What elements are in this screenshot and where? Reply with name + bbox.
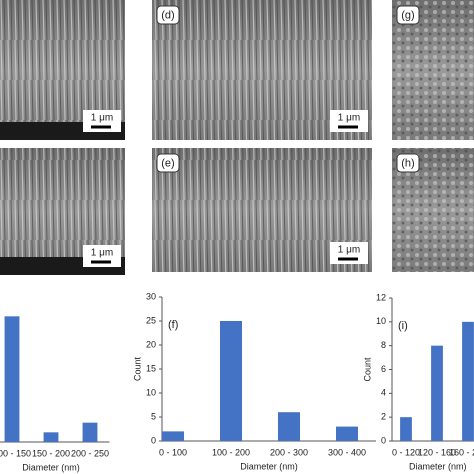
y-tick-label: 5: [151, 411, 156, 421]
bar: [431, 345, 443, 441]
y-tick-label: 6: [381, 364, 386, 374]
bar: [82, 422, 98, 442]
y-tick-label: 30: [146, 291, 156, 301]
bar: [219, 321, 243, 441]
x-tick-label: 200 - 300: [270, 447, 308, 457]
panel-label-box: [396, 5, 420, 25]
x-axis-title: Diameter (nm): [240, 461, 298, 471]
x-tick-label: 150 - 200: [32, 448, 70, 458]
x-tick-label: 120 - 160: [418, 447, 456, 457]
y-tick-label: 15: [146, 363, 156, 373]
panel-label: (i): [398, 320, 408, 332]
panel-label: (h): [401, 157, 414, 169]
y-axis-title: Count: [362, 357, 372, 382]
y-tick-label: 0: [151, 435, 156, 445]
panel-label: (d): [161, 9, 174, 21]
panel-label-box: [156, 5, 180, 25]
scale-label: 1 μm: [338, 113, 360, 124]
x-tick-label: 0 - 100: [159, 447, 187, 457]
x-tick-label: 100 - 200: [212, 447, 250, 457]
y-tick-label: 8: [381, 340, 386, 350]
panel-label-box: [396, 153, 420, 173]
y-axis-title: Count: [132, 357, 142, 382]
bar: [462, 321, 474, 441]
x-axis-title: Diameter (nm): [22, 462, 80, 472]
y-tick-label: 10: [146, 387, 156, 397]
panel-label: (g): [401, 9, 414, 21]
bar: [335, 426, 359, 441]
scale-label: 1 μm: [91, 248, 113, 259]
x-axis-title: Diameter (nm): [409, 461, 467, 471]
y-tick-label: 10: [376, 316, 386, 326]
y-tick-label: 20: [146, 339, 156, 349]
x-tick-label: 200 - 250: [71, 448, 109, 458]
panel-label: (e): [161, 157, 174, 169]
bar: [4, 316, 20, 442]
x-tick-label: 160 - 200: [449, 447, 474, 457]
y-tick-label: 0: [381, 435, 386, 445]
y-tick-label: 25: [146, 315, 156, 325]
scale-label: 1 μm: [91, 113, 113, 124]
bar: [400, 417, 412, 441]
y-tick-label: 2: [381, 412, 386, 422]
y-tick-label: 12: [376, 292, 386, 302]
scale-label: 1 μm: [338, 245, 360, 256]
x-tick-label: 100 - 150: [0, 448, 31, 458]
panel-label-box: [156, 153, 180, 173]
bar: [277, 412, 301, 441]
y-tick-label: 4: [381, 388, 386, 398]
panel-label: (f): [168, 319, 178, 331]
bar: [43, 432, 59, 442]
bar: [161, 431, 185, 441]
x-tick-label: 300 - 400: [328, 447, 366, 457]
x-tick-label: 0 - 120: [392, 447, 420, 457]
